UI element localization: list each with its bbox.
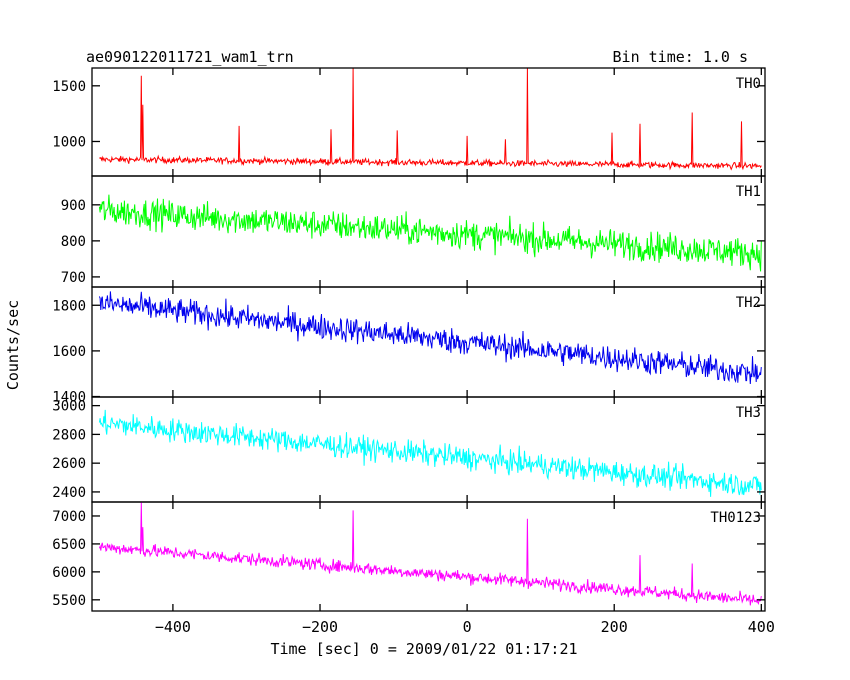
x-axis-ticks: −400 −200 0 200 400 <box>155 618 775 636</box>
series-th0 <box>99 68 762 171</box>
panel-name: TH0 <box>736 76 761 92</box>
series-th3 <box>98 409 762 497</box>
y-tick-label: 2600 <box>52 456 86 472</box>
panel-th0123: 5500 6000 6500 7000 TH0123 <box>52 501 766 612</box>
y-tick-label: 1800 <box>52 298 86 314</box>
x-tick-label: 200 <box>601 618 628 636</box>
y-tick-label: 2400 <box>52 485 86 501</box>
series-th0123 <box>98 502 762 606</box>
y-axis-label: Counts/sec <box>4 300 22 390</box>
y-tick-label: 5500 <box>52 593 86 609</box>
y-tick-label: 800 <box>61 234 86 250</box>
series-th1 <box>98 194 762 272</box>
y-tick-label: 1400 <box>52 390 86 406</box>
y-tick-label: 7000 <box>52 509 86 525</box>
bin-time-label: Bin time: 1.0 s <box>613 48 748 66</box>
x-tick-label: 0 <box>463 618 472 636</box>
panels-group: 1000 1500 TH0 700 800 900 TH1 1400 1600 1800 TH2 24… <box>52 67 766 612</box>
panel-th0: 1000 1500 TH0 <box>52 67 766 177</box>
panel-name: TH2 <box>736 295 761 311</box>
y-tick-label: 6500 <box>52 537 86 553</box>
panel-frame <box>91 396 766 503</box>
panel-th2: 1400 1600 1800 TH2 <box>52 286 766 406</box>
panel-th3: 2400 2600 2800 3000 TH3 <box>52 396 766 503</box>
y-tick-label: 1500 <box>52 79 86 95</box>
panel-th1: 700 800 900 TH1 <box>61 175 766 288</box>
panel-name: TH3 <box>736 405 761 421</box>
y-tick-label: 900 <box>61 198 86 214</box>
y-tick-label: 3000 <box>52 399 86 415</box>
series-th2 <box>98 291 762 385</box>
x-tick-label: 400 <box>748 618 775 636</box>
x-axis-label: Time [sec] 0 = 2009/01/22 01:17:21 <box>270 640 577 658</box>
panel-name: TH1 <box>736 184 761 200</box>
chart-title: ae090122011721_wam1_trn <box>86 48 294 66</box>
y-tick-label: 1000 <box>52 134 86 150</box>
panel-name: TH0123 <box>710 510 761 526</box>
x-tick-label: −400 <box>155 618 191 636</box>
y-tick-label: 6000 <box>52 565 86 581</box>
y-tick-label: 1600 <box>52 344 86 360</box>
y-tick-label: 700 <box>61 270 86 286</box>
panel-frame <box>91 501 766 612</box>
y-tick-label: 2800 <box>52 427 86 443</box>
x-tick-label: −200 <box>302 618 338 636</box>
